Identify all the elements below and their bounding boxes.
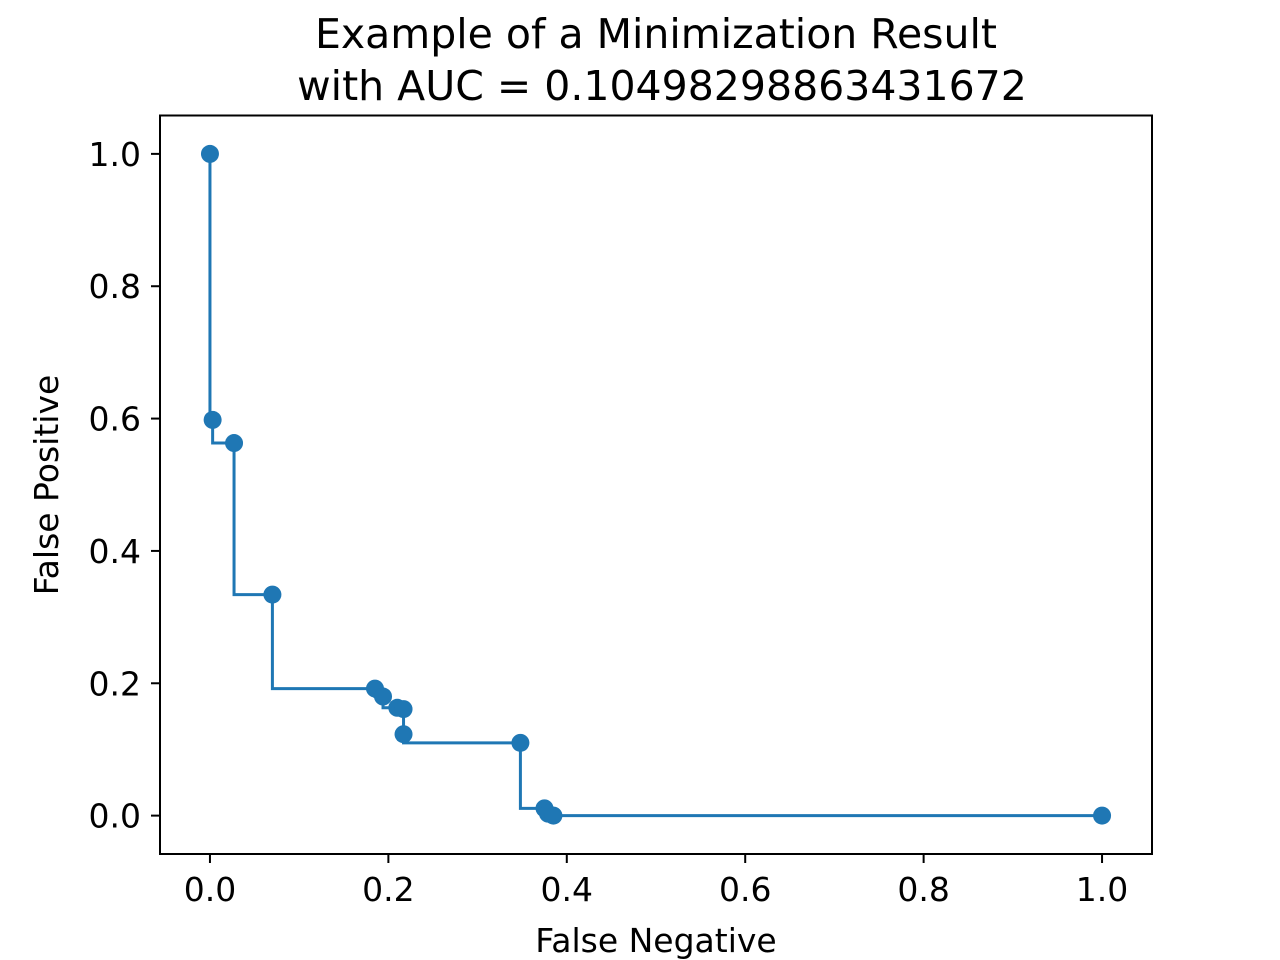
axes-frame xyxy=(159,114,1153,855)
data-point xyxy=(394,725,413,744)
chart-subtitle: with AUC = 0.10498298863431672 xyxy=(297,62,1027,110)
data-point xyxy=(225,434,244,453)
y-axis-label: False Positive xyxy=(27,375,66,596)
x-axis-label: False Negative xyxy=(535,921,776,960)
data-point xyxy=(544,806,563,825)
y-tick-label: 0.2 xyxy=(89,664,141,703)
x-tick-label: 0.6 xyxy=(719,870,771,909)
x-tick-label: 1.0 xyxy=(1076,870,1128,909)
data-point xyxy=(263,585,282,604)
plot-area xyxy=(200,144,1112,825)
data-point xyxy=(394,700,413,719)
y-tick-label: 0.6 xyxy=(89,400,141,439)
y-axis: 0.0 0.2 0.4 0.6 0.8 1.0 xyxy=(89,135,160,836)
x-tick-label: 0.8 xyxy=(897,870,949,909)
y-tick-label: 1.0 xyxy=(89,135,141,174)
data-point xyxy=(203,410,222,429)
data-point xyxy=(200,144,219,163)
y-tick-label: 0.8 xyxy=(89,267,141,306)
chart-title: Example of a Minimization Result xyxy=(315,10,997,58)
y-tick-label: 0.0 xyxy=(89,797,141,836)
x-tick-label: 0.0 xyxy=(184,870,236,909)
y-tick-label: 0.4 xyxy=(89,532,141,571)
x-tick-label: 0.2 xyxy=(362,870,414,909)
series-step-line xyxy=(208,153,1103,818)
data-point xyxy=(374,687,393,706)
x-axis: 0.0 0.2 0.4 0.6 0.8 1.0 xyxy=(184,854,1128,909)
data-point xyxy=(511,733,530,752)
x-tick-label: 0.4 xyxy=(541,870,593,909)
data-point xyxy=(1093,806,1112,825)
